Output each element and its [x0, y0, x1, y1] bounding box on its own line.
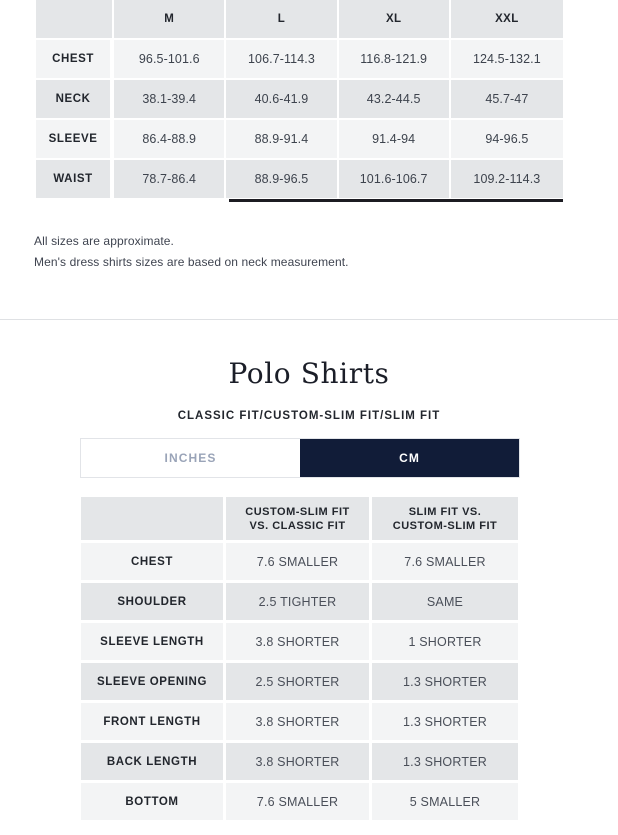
cell-front-length-slim-vs-custom-slim: 1.3 SHORTER — [372, 703, 518, 743]
column-header-m: M — [114, 0, 227, 40]
cell-chest-l: 106.7-114.3 — [226, 40, 339, 80]
note-line-approximate: All sizes are approximate. — [34, 234, 174, 248]
column-header-custom-slim-vs-classic: CUSTOM-SLIM FIT VS. CLASSIC FIT — [226, 497, 372, 543]
cell-shoulder-custom-slim-vs-classic: 2.5 TIGHTER — [226, 583, 372, 623]
column-header-blank — [81, 497, 226, 543]
header-line-2: CUSTOM-SLIM FIT — [392, 519, 498, 532]
column-header-xxl: XXL — [450, 0, 563, 40]
note-line-neck-measurement: Men's dress shirts sizes are based on ne… — [34, 255, 349, 269]
table-row: BOTTOM 7.6 SMALLER 5 SMALLER — [81, 783, 518, 823]
table-bottom-rule — [229, 199, 563, 202]
table-row: CHEST 96.5-101.6 106.7-114.3 116.8-121.9… — [36, 40, 563, 80]
row-label-front-length: FRONT LENGTH — [81, 703, 226, 743]
cell-back-length-slim-vs-custom-slim: 1.3 SHORTER — [372, 743, 518, 783]
polo-fit-comparison-table: CUSTOM-SLIM FIT VS. CLASSIC FIT SLIM FIT… — [81, 497, 518, 823]
table-header-row: CUSTOM-SLIM FIT VS. CLASSIC FIT SLIM FIT… — [81, 497, 518, 543]
table-header-row: M L XL XXL — [36, 0, 563, 40]
cell-neck-xl: 43.2-44.5 — [338, 80, 451, 120]
cell-bottom-slim-vs-custom-slim: 5 SMALLER — [372, 783, 518, 823]
table-row: SHOULDER 2.5 TIGHTER SAME — [81, 583, 518, 623]
cell-sleeve-l: 88.9-91.4 — [226, 120, 339, 160]
unit-toggle-cm[interactable]: CM — [300, 439, 519, 477]
column-header-blank — [36, 0, 115, 40]
table-row: CHEST 7.6 SMALLER 7.6 SMALLER — [81, 543, 518, 583]
dress-shirt-size-table: M L XL XXL CHEST 96.5-101.6 106.7-114.3 … — [36, 0, 563, 200]
cell-chest-custom-slim-vs-classic: 7.6 SMALLER — [226, 543, 372, 583]
table-row: NECK 38.1-39.4 40.6-41.9 43.2-44.5 45.7-… — [36, 80, 563, 120]
unit-toggle-group[interactable]: INCHES CM — [80, 438, 520, 478]
row-label-neck: NECK — [36, 80, 115, 120]
row-label-waist: WAIST — [36, 160, 115, 200]
column-header-xl: XL — [338, 0, 451, 40]
cell-neck-xxl: 45.7-47 — [450, 80, 563, 120]
size-notes: All sizes are approximate. Men's dress s… — [34, 231, 349, 273]
row-label-sleeve: SLEEVE — [36, 120, 115, 160]
cell-waist-m: 78.7-86.4 — [114, 160, 227, 200]
cell-neck-l: 40.6-41.9 — [226, 80, 339, 120]
table-row: FRONT LENGTH 3.8 SHORTER 1.3 SHORTER — [81, 703, 518, 743]
table-row: SLEEVE 86.4-88.9 88.9-91.4 91.4-94 94-96… — [36, 120, 563, 160]
cell-chest-m: 96.5-101.6 — [114, 40, 227, 80]
cell-sleeve-opening-slim-vs-custom-slim: 1.3 SHORTER — [372, 663, 518, 703]
table-row: SLEEVE LENGTH 3.8 SHORTER 1 SHORTER — [81, 623, 518, 663]
row-label-sleeve-opening: SLEEVE OPENING — [81, 663, 226, 703]
column-header-slim-vs-custom-slim: SLIM FIT VS. CUSTOM-SLIM FIT — [372, 497, 518, 543]
column-header-l: L — [226, 0, 339, 40]
cell-front-length-custom-slim-vs-classic: 3.8 SHORTER — [226, 703, 372, 743]
row-label-bottom: BOTTOM — [81, 783, 226, 823]
page-title-polo-shirts: Polo Shirts — [228, 357, 390, 390]
cell-back-length-custom-slim-vs-classic: 3.8 SHORTER — [226, 743, 372, 783]
cell-waist-xxl: 109.2-114.3 — [450, 160, 563, 200]
unit-toggle-inches[interactable]: INCHES — [81, 439, 300, 477]
row-label-chest: CHEST — [36, 40, 115, 80]
header-line-2: VS. CLASSIC FIT — [249, 519, 346, 532]
header-line-1: CUSTOM-SLIM FIT — [245, 505, 350, 518]
cell-waist-l: 88.9-96.5 — [226, 160, 339, 200]
cell-sleeve-xl: 91.4-94 — [338, 120, 451, 160]
section-divider — [0, 319, 618, 320]
cell-sleeve-length-slim-vs-custom-slim: 1 SHORTER — [372, 623, 518, 663]
cell-chest-slim-vs-custom-slim: 7.6 SMALLER — [372, 543, 518, 583]
cell-neck-m: 38.1-39.4 — [114, 80, 227, 120]
cell-sleeve-m: 86.4-88.9 — [114, 120, 227, 160]
cell-sleeve-length-custom-slim-vs-classic: 3.8 SHORTER — [226, 623, 372, 663]
cell-shoulder-slim-vs-custom-slim: SAME — [372, 583, 518, 623]
table-row: BACK LENGTH 3.8 SHORTER 1.3 SHORTER — [81, 743, 518, 783]
row-label-sleeve-length: SLEEVE LENGTH — [81, 623, 226, 663]
cell-chest-xl: 116.8-121.9 — [338, 40, 451, 80]
row-label-back-length: BACK LENGTH — [81, 743, 226, 783]
cell-waist-xl: 101.6-106.7 — [338, 160, 451, 200]
header-line-1: SLIM FIT VS. — [408, 505, 482, 518]
cell-bottom-custom-slim-vs-classic: 7.6 SMALLER — [226, 783, 372, 823]
row-label-chest: CHEST — [81, 543, 226, 583]
cell-sleeve-opening-custom-slim-vs-classic: 2.5 SHORTER — [226, 663, 372, 703]
table-row: SLEEVE OPENING 2.5 SHORTER 1.3 SHORTER — [81, 663, 518, 703]
cell-chest-xxl: 124.5-132.1 — [450, 40, 563, 80]
cell-sleeve-xxl: 94-96.5 — [450, 120, 563, 160]
polo-fit-subtitle: CLASSIC FIT/CUSTOM-SLIM FIT/SLIM FIT — [177, 410, 441, 422]
table-row: WAIST 78.7-86.4 88.9-96.5 101.6-106.7 10… — [36, 160, 563, 200]
row-label-shoulder: SHOULDER — [81, 583, 226, 623]
